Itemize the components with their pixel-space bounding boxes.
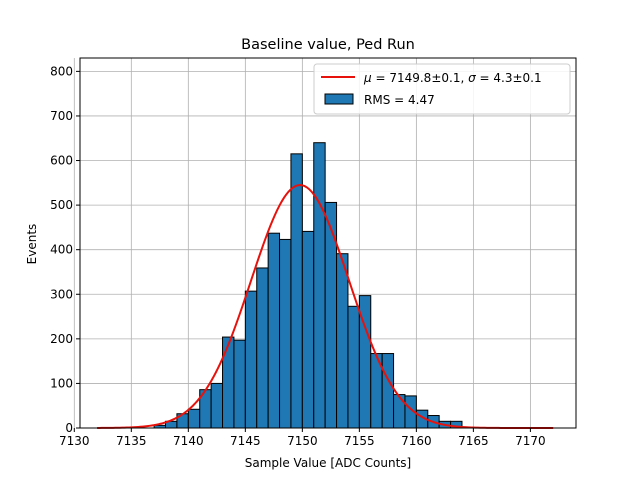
histogram-bar: [279, 238, 292, 429]
y-tick-label: 700: [50, 109, 73, 123]
y-axis-ticks: 0 100 200 300 400 500 600 700 800: [50, 64, 80, 435]
x-tick-label: 7170: [515, 434, 546, 448]
x-tick-label: 7130: [59, 434, 90, 448]
x-tick-label: 7145: [230, 434, 261, 448]
y-axis-label: Events: [25, 224, 39, 265]
legend-sigma-value: = 4.3±0.1: [476, 71, 542, 85]
y-tick-label: 500: [50, 198, 73, 212]
histogram-bar: [244, 290, 258, 429]
histogram-bar: [222, 336, 235, 429]
legend-mu-value: = 7149.8±0.1,: [372, 71, 468, 85]
legend-histogram-label: RMS = 4.47: [364, 93, 435, 107]
histogram-bar: [290, 153, 303, 429]
histogram-bar: [381, 353, 395, 429]
legend-sigma-symbol: σ: [468, 71, 476, 85]
y-tick-label: 200: [50, 332, 73, 346]
histogram-bar: [313, 142, 326, 429]
chart-title: Baseline value, Ped Run: [241, 37, 415, 53]
histogram-bar: [233, 339, 246, 429]
histogram-bar: [256, 267, 269, 429]
x-tick-label: 7160: [401, 434, 432, 448]
x-tick-label: 7150: [287, 434, 318, 448]
legend-mu-symbol: μ: [363, 71, 372, 85]
y-tick-label: 400: [50, 243, 73, 257]
x-tick-label: 7135: [116, 434, 147, 448]
axes-frame: [79, 57, 577, 429]
histogram-bar: [336, 253, 349, 429]
y-tick-label: 300: [50, 287, 73, 301]
x-axis-ticks: 7130 7135 7140 7145 7150 7155 7160 7165 7170: [59, 428, 546, 448]
y-tick-label: 0: [65, 421, 73, 435]
histogram-bar: [393, 394, 406, 429]
histogram-bars: [153, 142, 463, 429]
y-tick-label: 600: [50, 154, 73, 168]
x-axis-label: Sample Value [ADC Counts]: [245, 456, 411, 470]
x-tick-label: 7155: [344, 434, 375, 448]
legend-histogram-swatch: [324, 93, 354, 105]
legend: μ = 7149.8±0.1, σ = 4.3±0.1 RMS = 4.47: [313, 63, 571, 115]
histogram-bar: [210, 382, 224, 429]
x-tick-label: 7140: [173, 434, 204, 448]
y-tick-label: 800: [50, 64, 73, 78]
histogram-bar: [301, 230, 315, 429]
histogram-bar: [347, 305, 360, 429]
legend-box: [313, 63, 571, 115]
y-tick-label: 100: [50, 376, 73, 390]
histogram-bar: [267, 232, 281, 429]
histogram-bar: [187, 408, 201, 429]
x-tick-label: 7165: [458, 434, 489, 448]
legend-fit-label: μ = 7149.8±0.1, σ = 4.3±0.1: [363, 71, 542, 85]
